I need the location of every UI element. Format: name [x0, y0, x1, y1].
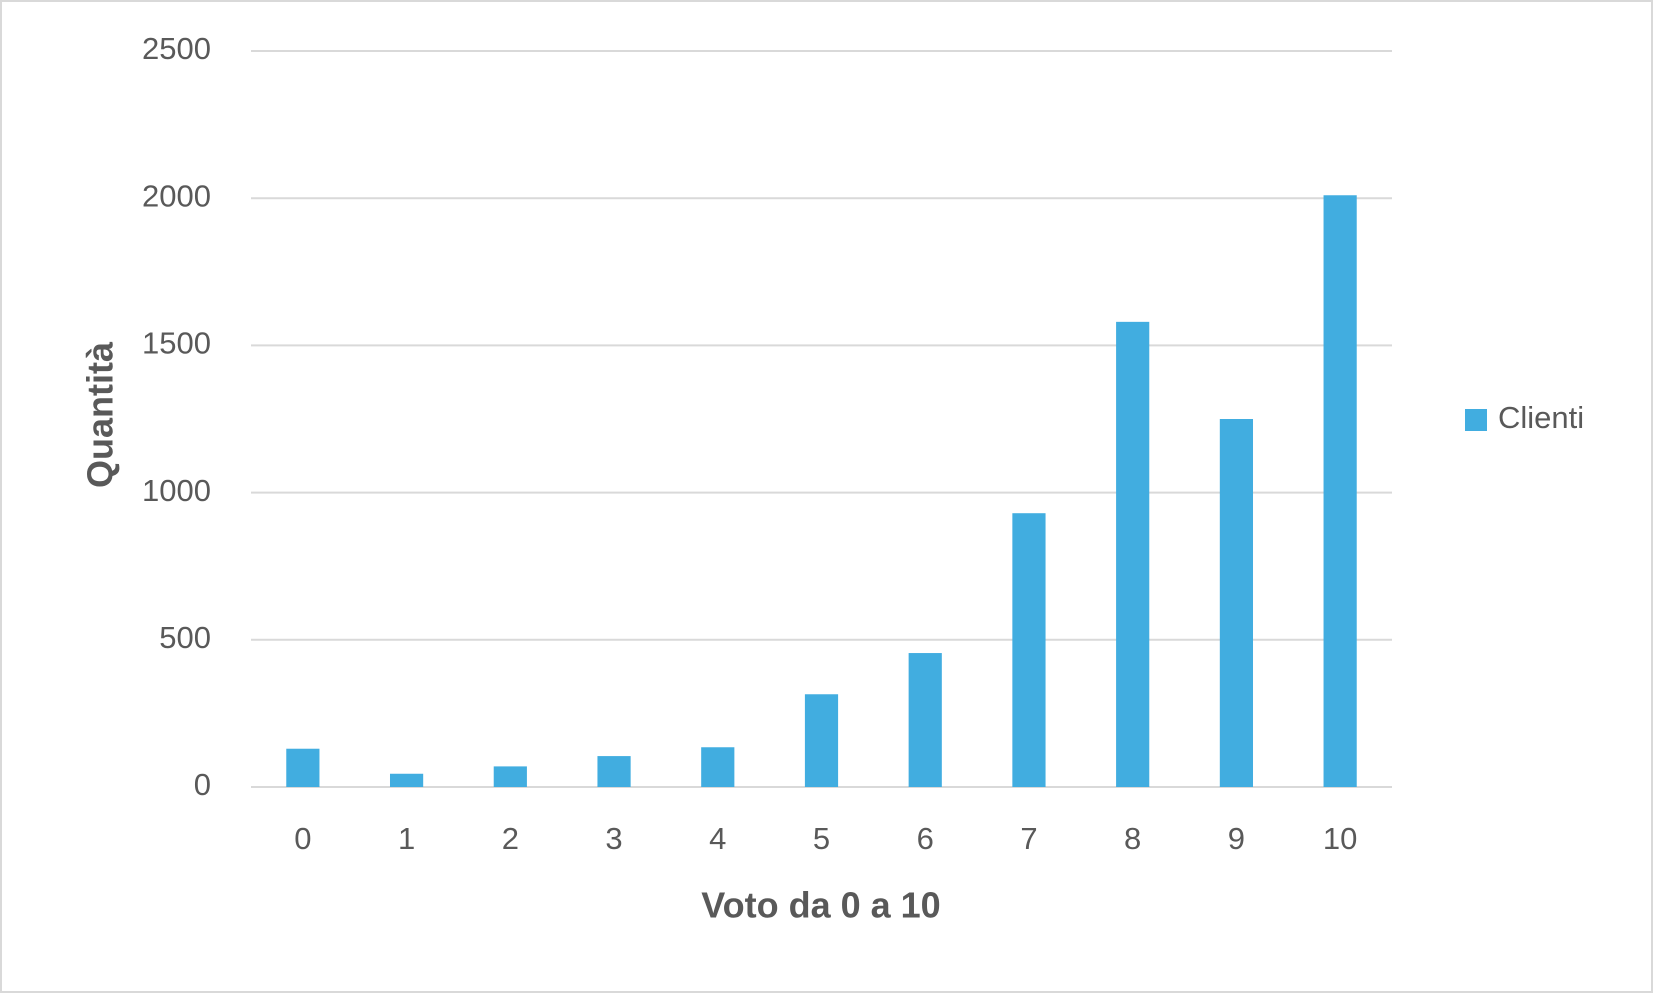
- x-tick-label: 5: [813, 821, 830, 856]
- x-tick-label: 3: [605, 821, 622, 856]
- y-tick-label: 500: [159, 620, 211, 655]
- x-tick-label: 6: [917, 821, 934, 856]
- bar: [804, 694, 839, 787]
- bar: [389, 773, 424, 787]
- bar: [1012, 513, 1046, 787]
- x-tick-label: 7: [1020, 821, 1037, 856]
- x-tick-label: 4: [709, 821, 726, 856]
- x-axis-title: Voto da 0 a 10: [701, 885, 940, 926]
- y-tick-label: 2000: [142, 178, 211, 213]
- y-tick-label: 0: [194, 767, 211, 802]
- y-tick-label: 1000: [142, 473, 211, 508]
- bar: [1219, 419, 1254, 787]
- bar: [597, 756, 631, 787]
- legend-swatch: [1465, 409, 1487, 431]
- legend-label: Clienti: [1498, 400, 1584, 435]
- bar: [908, 653, 942, 787]
- bar: [1116, 321, 1150, 787]
- bar: [1323, 195, 1357, 788]
- x-tick-label: 0: [294, 821, 311, 856]
- bar: [286, 748, 320, 787]
- x-tick-label: 1: [398, 821, 415, 856]
- bar: [493, 766, 527, 787]
- x-tick-label: 10: [1323, 821, 1357, 856]
- y-axis-title: Quantità: [80, 341, 121, 488]
- x-tick-label: 9: [1228, 821, 1245, 856]
- y-tick-label: 1500: [142, 326, 211, 361]
- bar: [701, 747, 735, 787]
- y-tick-label: 2500: [142, 31, 211, 66]
- x-tick-label: 8: [1124, 821, 1141, 856]
- x-tick-label: 2: [502, 821, 519, 856]
